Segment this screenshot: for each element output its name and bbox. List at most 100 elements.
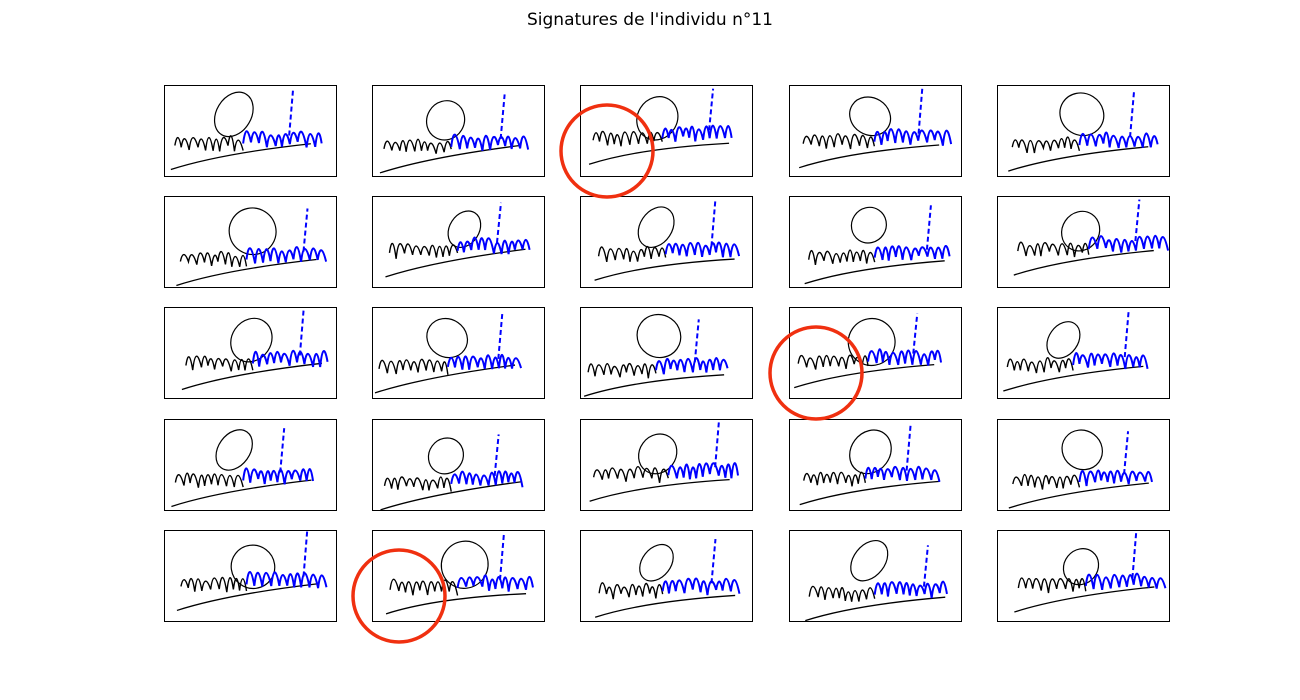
loop-stroke <box>849 96 892 137</box>
loop-stroke <box>636 313 682 359</box>
underline-stroke <box>385 248 526 278</box>
underline-stroke <box>1014 586 1155 613</box>
pen-down-stroke <box>378 358 449 375</box>
pen-up-stroke <box>245 571 328 589</box>
signature-plot <box>594 198 741 281</box>
signature-panel-22 <box>372 530 545 622</box>
pen-up-stroke <box>654 356 729 375</box>
signature-panel-19 <box>789 419 962 511</box>
signature-panel-25 <box>997 530 1170 622</box>
pen-up-dashed-stroke <box>912 313 919 354</box>
signature-plot <box>379 94 530 174</box>
signature-plot <box>176 531 328 612</box>
pen-up-dashed-stroke <box>710 538 717 584</box>
signature-panel-3 <box>580 85 753 177</box>
signature-panel-10 <box>997 196 1170 288</box>
pen-down-stroke <box>179 250 248 268</box>
pen-down-stroke <box>808 249 876 266</box>
pen-down-stroke <box>808 585 876 602</box>
signature-panel-24 <box>789 530 962 622</box>
pen-down-stroke <box>383 138 452 154</box>
underline-stroke <box>799 480 940 506</box>
signature-panel-9 <box>789 196 962 288</box>
loop-stroke <box>213 91 254 138</box>
signature-plot <box>385 202 531 278</box>
signature-panel-2 <box>372 85 545 177</box>
underline-stroke <box>805 596 946 621</box>
pen-up-stroke <box>873 244 951 261</box>
pen-up-dashed-stroke <box>302 208 309 252</box>
pen-up-dashed-stroke <box>497 313 504 359</box>
pen-up-dashed-stroke <box>1123 431 1130 475</box>
loop-stroke <box>215 429 253 471</box>
pen-up-stroke <box>446 353 523 370</box>
signature-panel-23 <box>580 530 753 622</box>
signature-plot <box>805 539 948 621</box>
pen-down-stroke <box>803 471 867 487</box>
underline-stroke <box>804 260 945 285</box>
pen-down-stroke <box>174 135 244 152</box>
signature-plot <box>588 88 733 165</box>
underline-stroke <box>171 479 312 508</box>
pen-up-stroke <box>1078 469 1153 487</box>
underline-stroke <box>379 144 521 174</box>
underline-stroke <box>589 478 730 502</box>
signature-panel-7 <box>372 196 545 288</box>
pen-up-dashed-stroke <box>710 198 717 247</box>
pen-down-stroke <box>1011 136 1081 154</box>
pen-up-stroke <box>242 130 323 148</box>
pen-down-stroke <box>597 245 667 262</box>
underline-stroke <box>170 143 311 171</box>
signature-plot <box>171 428 315 508</box>
signature-plot <box>1003 309 1149 392</box>
pen-up-dashed-stroke <box>905 424 912 471</box>
pen-up-stroke <box>456 236 531 255</box>
signature-plot <box>1013 199 1169 276</box>
pen-up-stroke <box>867 348 943 366</box>
signature-panel-8 <box>580 196 753 288</box>
pen-down-stroke <box>180 576 248 593</box>
signature-plot <box>170 88 323 171</box>
loop-stroke <box>847 317 896 367</box>
signature-plot <box>799 424 941 506</box>
underline-stroke <box>594 594 736 618</box>
signature-plot <box>804 205 951 285</box>
signature-plot <box>589 420 739 502</box>
pen-up-stroke <box>245 246 328 264</box>
pen-up-dashed-stroke <box>1134 199 1141 242</box>
pen-down-stroke <box>174 472 244 488</box>
underline-stroke <box>176 583 318 612</box>
pen-down-stroke <box>1006 357 1074 374</box>
loop-stroke <box>1046 321 1081 359</box>
pen-up-dashed-stroke <box>499 94 506 139</box>
signature-plot <box>1008 91 1159 172</box>
pen-down-stroke <box>1017 577 1087 594</box>
pen-down-stroke <box>797 354 869 370</box>
pen-down-stroke <box>587 362 657 379</box>
signature-panel-20 <box>997 419 1170 511</box>
pen-up-dashed-stroke <box>495 202 502 243</box>
signature-plot <box>380 434 524 510</box>
pen-down-stroke <box>388 242 459 259</box>
pen-up-stroke <box>1084 572 1167 591</box>
loop-stroke <box>850 539 889 582</box>
signature-panel-18 <box>580 419 753 511</box>
pen-down-stroke <box>592 130 663 147</box>
signature-panel-12 <box>372 307 545 399</box>
loop-stroke <box>1061 429 1103 471</box>
pen-up-dashed-stroke <box>298 308 305 356</box>
pen-up-dashed-stroke <box>1131 531 1138 579</box>
underline-stroke <box>1008 146 1149 172</box>
signature-panel-16 <box>164 419 337 511</box>
pen-up-stroke <box>873 580 948 599</box>
pen-up-stroke <box>864 465 941 482</box>
signature-plot <box>1014 531 1167 613</box>
loop-stroke <box>850 206 887 244</box>
loop-stroke <box>1062 548 1100 586</box>
signature-panel-14 <box>789 307 962 399</box>
signature-plot <box>1008 429 1153 509</box>
pen-up-dashed-stroke <box>917 86 924 134</box>
signature-panel-15 <box>997 307 1170 399</box>
pen-up-dashed-stroke <box>302 531 309 577</box>
